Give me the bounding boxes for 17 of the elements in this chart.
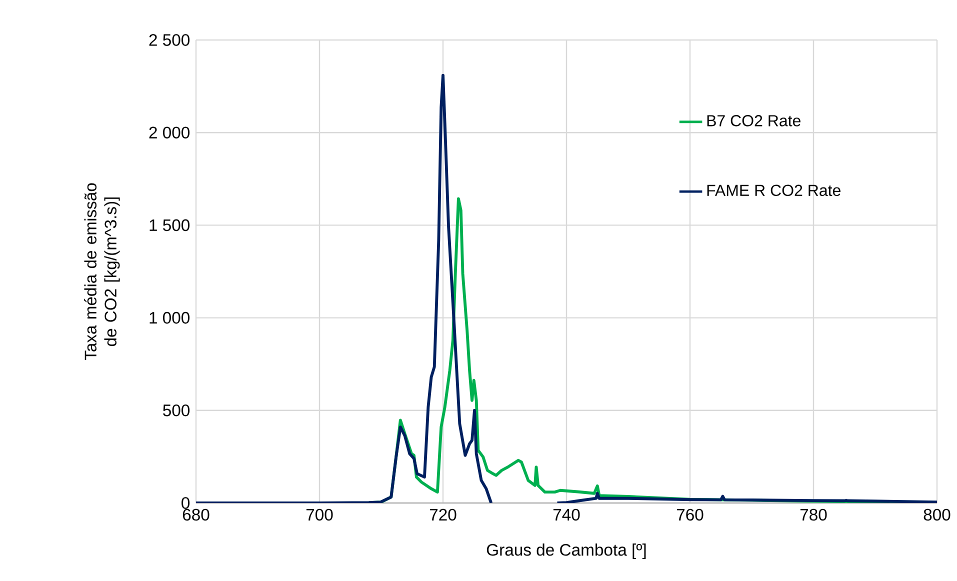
x-tick-label: 760 bbox=[676, 508, 704, 521]
y-tick-label: 2 000 bbox=[149, 126, 190, 138]
x-tick-label: 780 bbox=[800, 508, 827, 521]
y-tick-label: 2 500 bbox=[149, 34, 190, 46]
y-tick-label: 0 bbox=[182, 497, 190, 509]
x-axis-title: Graus de Cambota [º] bbox=[486, 544, 646, 560]
x-tick-label: 740 bbox=[553, 508, 580, 521]
x-tick-label: 720 bbox=[430, 508, 456, 521]
y-tick-label: 1 500 bbox=[150, 219, 190, 232]
y-axis-title: Taxa média de emissão de CO2 [kg/(m^3.s)] bbox=[84, 183, 120, 360]
legend-label: FAME R CO2 Rate bbox=[707, 184, 840, 196]
y-tick-label: 1 000 bbox=[150, 312, 190, 324]
y-tick-label: 500 bbox=[163, 404, 190, 416]
legend-label: B7 CO2 Rate bbox=[707, 115, 800, 126]
x-tick-label: 680 bbox=[182, 508, 210, 521]
x-tick-label: 700 bbox=[306, 508, 333, 521]
x-tick-label: 800 bbox=[924, 508, 950, 521]
